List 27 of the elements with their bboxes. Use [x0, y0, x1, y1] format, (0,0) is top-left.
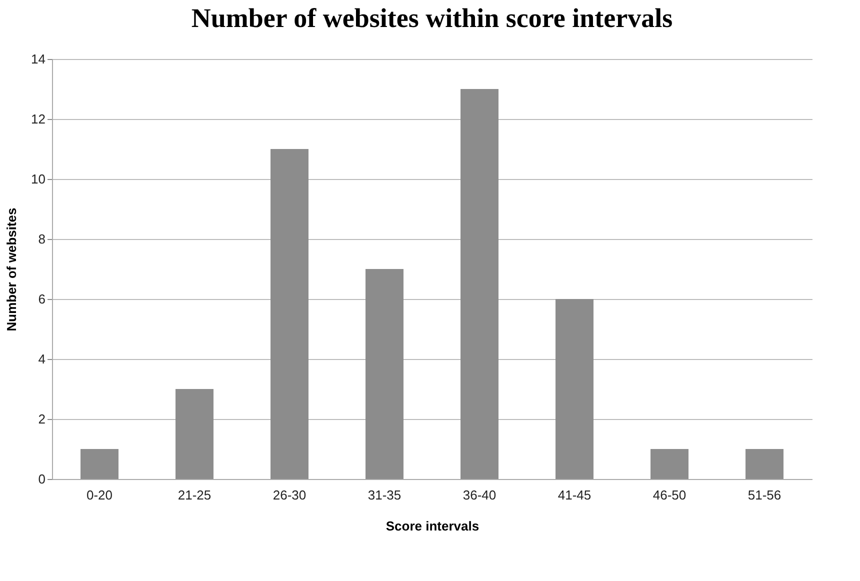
x-tick-label: 21-25 [178, 488, 212, 502]
y-tick-label: 4 [38, 352, 46, 366]
x-tick-label: 36-40 [462, 488, 496, 502]
y-tick-label: 10 [31, 172, 46, 186]
x-tick-label: 31-35 [368, 488, 402, 502]
x-tick-label: 26-30 [272, 488, 306, 502]
bar [270, 149, 308, 479]
y-tick-label: 14 [31, 52, 46, 66]
bar [80, 449, 118, 479]
x-tick-label: 0-20 [86, 488, 113, 502]
chart-title: Number of websites within score intervals [191, 3, 673, 33]
bar [460, 89, 498, 479]
bar [746, 449, 784, 479]
bar [650, 449, 688, 479]
y-axis-title: Number of websites [4, 208, 20, 332]
x-tick-label: 46-50 [652, 488, 686, 502]
y-tick-label: 2 [38, 412, 46, 426]
bar [176, 389, 214, 479]
y-tick-label: 0 [38, 472, 46, 486]
x-tick-label: 51-56 [748, 488, 782, 502]
x-axis-title: Score intervals [386, 518, 480, 534]
y-tick-label: 6 [38, 292, 46, 306]
bar [556, 299, 594, 479]
x-tick-label: 41-45 [558, 488, 592, 502]
bar [366, 269, 404, 479]
y-tick-label: 8 [38, 232, 46, 246]
y-tick-label: 12 [31, 112, 46, 126]
